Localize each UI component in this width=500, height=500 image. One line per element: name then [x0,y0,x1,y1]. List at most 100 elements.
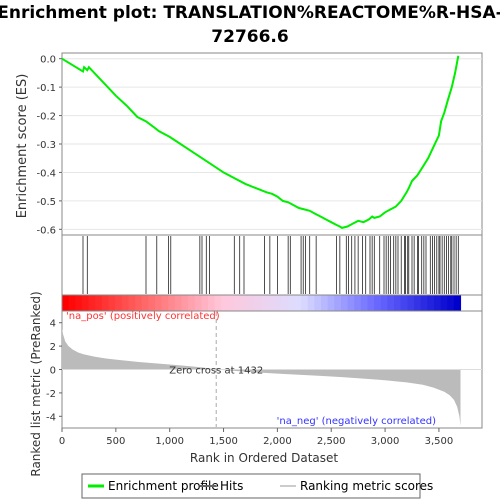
hits-group [82,236,459,294]
es-y-tick-label: 0.0 [40,55,56,66]
x-tick-label: 2,000 [263,436,292,447]
es-y-tick-label: -0.6 [36,225,56,236]
rank-bar-segment [121,295,130,311]
rank-bar-segment [447,295,455,311]
legend-box [81,473,421,499]
rank-bar-segment [201,295,209,311]
rank-bar-segment [314,295,322,311]
rank-bar-segment [427,295,435,311]
chart-title-line-1: Enrichment plot: TRANSLATION%REACTOME%R-… [0,3,500,23]
rank-bar-segment [254,295,262,311]
legend-item-label: Hits [220,479,243,493]
rank-bar-segment [433,295,442,311]
metric-y-tick-label: -4 [46,412,56,423]
legend-item-label: Ranking metric scores [300,479,433,493]
rank-bar-segment [241,295,249,311]
metric-y-axis-label: Ranked list metric (PreRanked) [29,291,43,476]
x-axis-ticks: 0 500 1,000 1,500 2,000 2,500 3,000 3,500 [59,428,453,447]
es-y-tick-label: -0.5 [36,197,56,208]
enrichment-profile-line [61,55,460,229]
rank-bar-segment [108,295,116,311]
rank-bar-segment [374,295,382,311]
metric-y-tick-label: 2 [50,342,56,353]
es-y-tick-label: -0.2 [36,112,56,123]
x-tick-label: 3,000 [371,436,400,447]
rank-bar-segment [168,295,176,311]
rank-bar-segment [307,295,315,311]
rank-bar-segment [68,295,76,311]
rank-bar-segment [274,295,282,311]
es-grid [62,58,482,230]
rank-bar-segment [321,295,329,311]
rank-bar-segment [301,295,309,311]
rank-bar-segment [380,295,389,311]
rank-bar-segment [347,295,355,311]
rank-bar-segment [234,295,242,311]
x-tick-label: 1,000 [155,436,184,447]
x-tick-label: 500 [106,436,125,447]
rank-bar-segment [75,295,83,311]
rank-bar-segment [194,295,203,311]
metric-y-tick-label: 0 [50,366,56,377]
x-tick-label: 3,500 [425,436,454,447]
rank-bar-segment [400,295,408,311]
rank-bar-segment [281,295,289,311]
rank-bar-segment [95,295,103,311]
rank-bar-segment [81,295,90,311]
x-axis-label: Rank in Ordered Dataset [190,451,338,465]
rank-bar-segment [161,295,169,311]
chart-title-line-2: 72766.6 [211,27,288,47]
rank-bar-segment [128,295,136,311]
x-tick-label: 1,500 [209,436,238,447]
rank-bar-segment [334,295,342,311]
rank-bar-segment [115,295,123,311]
rank-bar-segment [267,295,276,311]
rank-bar-segment [88,295,96,311]
rank-color-bar [62,295,462,311]
es-y-tick-label: -0.1 [36,83,56,94]
rank-bar-segment [453,295,462,311]
rank-bar-segment [354,295,362,311]
rank-bar-segment [221,295,229,311]
rank-bar-segment [135,295,143,311]
rank-bar-segment [394,295,402,311]
x-tick-label: 2,500 [317,436,346,447]
legend: Enrichment profile Hits Ranking metric sco… [88,479,433,493]
rank-bar-segment [62,295,70,311]
rank-bar-segment [407,295,415,311]
rank-bar-segment [387,295,395,311]
hits-panel [61,234,483,296]
metric-y-tick-label: -2 [46,389,56,400]
rank-bar-segment [188,295,196,311]
rank-bar-segment [101,295,110,311]
rank-bar-segment [340,295,349,311]
es-y-ticks: 0.0 -0.1 -0.2 -0.3 -0.4 -0.5 -0.6 [36,55,62,236]
es-y-tick-label: -0.4 [36,168,56,179]
rank-bar-segment [141,295,149,311]
rank-bar-segment [413,295,422,311]
rank-bar-segment [208,295,216,311]
es-y-tick-label: -0.3 [36,140,56,151]
rank-bar-segment [360,295,369,311]
rank-bar-segment [148,295,156,311]
rank-bar-segment [294,295,302,311]
rank-bar-segment [367,295,375,311]
rank-bar-segment [214,295,222,311]
negative-correlation-label: 'na_neg' (negatively correlated) [277,416,436,427]
x-tick-label: 0 [59,436,65,447]
rank-bar-segment [261,295,269,311]
rank-bar-segment [420,295,428,311]
rank-bar-segment [181,295,189,311]
metric-y-ticks: 4 2 0 -2 -4 [46,319,62,423]
rank-bar-segment [174,295,183,311]
metric-y-tick-label: 4 [50,319,56,330]
rank-bar-segment [287,295,296,311]
rank-bar-segment [247,295,256,311]
rank-bar-segment [228,295,236,311]
rank-bar-segment [440,295,448,311]
positive-correlation-label: 'na_pos' (positively correlated) [66,311,220,322]
rank-bar-segment [327,295,335,311]
ranking-metric-area [62,328,461,426]
es-y-axis-label: Enrichment score (ES) [15,74,30,219]
